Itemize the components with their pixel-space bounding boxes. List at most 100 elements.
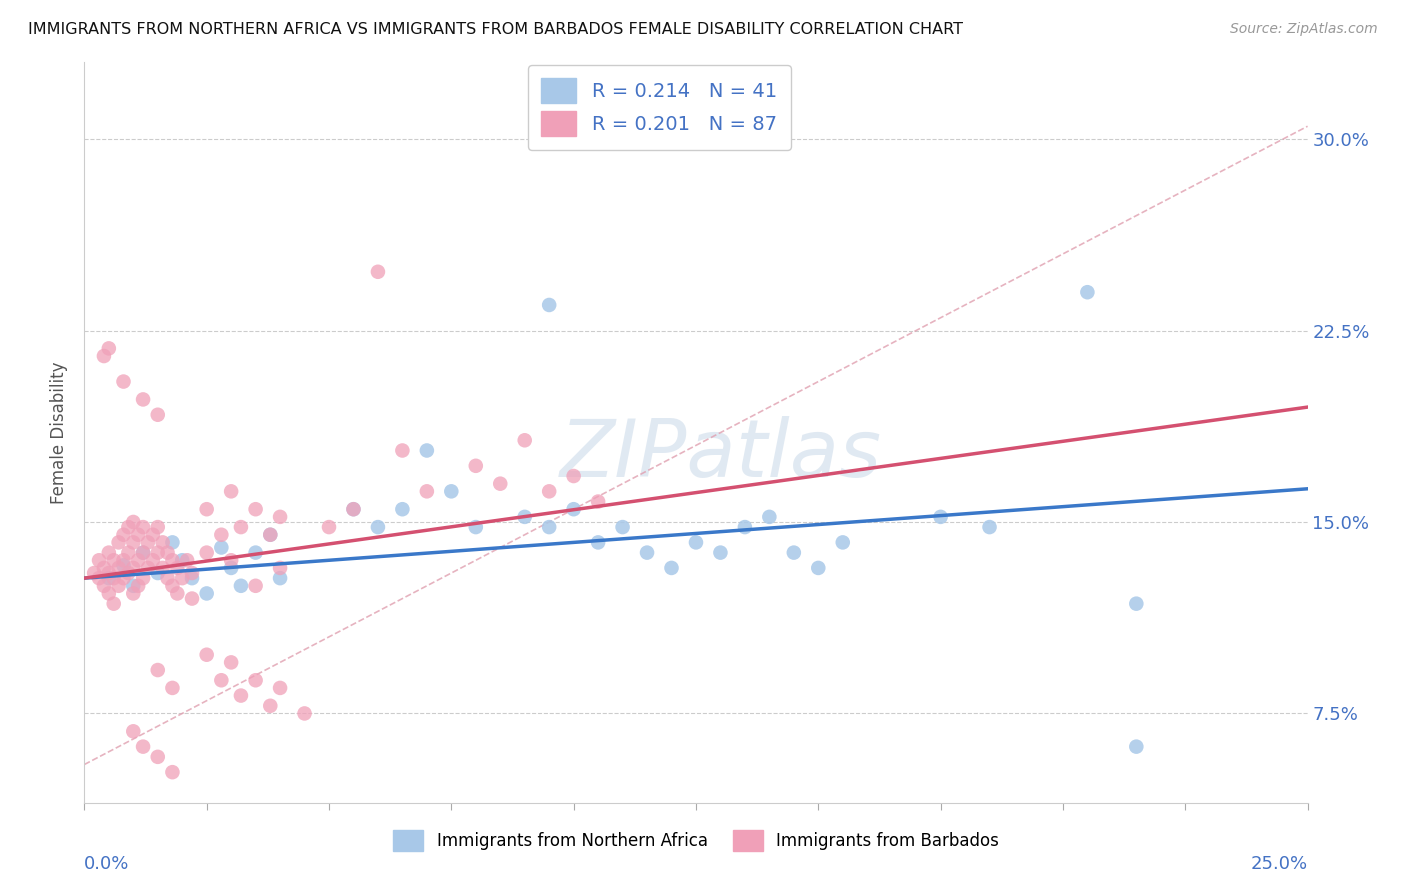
Point — [685, 535, 707, 549]
Point — [979, 520, 1001, 534]
Point — [367, 265, 389, 279]
Point — [245, 502, 267, 516]
Point — [391, 502, 413, 516]
Point — [107, 561, 129, 575]
Point — [342, 502, 364, 516]
Point — [107, 535, 129, 549]
Point — [612, 520, 634, 534]
Point — [294, 706, 316, 721]
Point — [209, 541, 232, 555]
Text: Source: ZipAtlas.com: Source: ZipAtlas.com — [1230, 22, 1378, 37]
Text: 25.0%: 25.0% — [1250, 855, 1308, 872]
Point — [195, 648, 218, 662]
Point — [1125, 739, 1147, 754]
Point — [807, 561, 830, 575]
Point — [269, 681, 291, 695]
Point — [166, 561, 188, 575]
Point — [97, 546, 120, 560]
Point — [117, 520, 139, 534]
Point — [132, 546, 155, 560]
Point — [87, 553, 110, 567]
Point — [229, 579, 252, 593]
Point — [132, 520, 155, 534]
Point — [97, 566, 120, 580]
Point — [219, 656, 242, 670]
Point — [181, 591, 204, 606]
Point — [245, 673, 267, 688]
Point — [146, 520, 169, 534]
Point — [219, 553, 242, 567]
Point — [136, 535, 159, 549]
Point — [162, 765, 184, 780]
Point — [112, 571, 135, 585]
Point — [176, 553, 198, 567]
Point — [97, 342, 120, 356]
Point — [142, 527, 165, 541]
Point — [929, 509, 952, 524]
Point — [416, 484, 439, 499]
Point — [195, 546, 218, 560]
Point — [166, 586, 188, 600]
Point — [440, 484, 463, 499]
Point — [195, 586, 218, 600]
Point — [367, 520, 389, 534]
Point — [172, 571, 194, 585]
Point — [259, 698, 281, 713]
Point — [117, 566, 139, 580]
Point — [709, 546, 731, 560]
Point — [122, 586, 145, 600]
Point — [152, 535, 174, 549]
Point — [132, 739, 155, 754]
Point — [172, 553, 194, 567]
Point — [259, 527, 281, 541]
Point — [122, 535, 145, 549]
Point — [83, 566, 105, 580]
Point — [636, 546, 658, 560]
Point — [112, 553, 135, 567]
Point — [219, 561, 242, 575]
Point — [132, 571, 155, 585]
Text: IMMIGRANTS FROM NORTHERN AFRICA VS IMMIGRANTS FROM BARBADOS FEMALE DISABILITY CO: IMMIGRANTS FROM NORTHERN AFRICA VS IMMIG… — [28, 22, 963, 37]
Point — [122, 561, 145, 575]
Point — [513, 509, 536, 524]
Point — [156, 546, 179, 560]
Point — [245, 546, 267, 560]
Point — [132, 392, 155, 407]
Point — [464, 458, 486, 473]
Point — [1125, 597, 1147, 611]
Point — [416, 443, 439, 458]
Point — [342, 502, 364, 516]
Point — [97, 586, 120, 600]
Point — [103, 571, 125, 585]
Legend: Immigrants from Northern Africa, Immigrants from Barbados: Immigrants from Northern Africa, Immigra… — [384, 820, 1008, 861]
Point — [269, 509, 291, 524]
Point — [783, 546, 806, 560]
Point — [209, 673, 232, 688]
Text: 0.0%: 0.0% — [84, 855, 129, 872]
Point — [318, 520, 340, 534]
Point — [97, 571, 120, 585]
Point — [93, 349, 115, 363]
Point — [562, 469, 585, 483]
Point — [146, 566, 169, 580]
Point — [162, 535, 184, 549]
Point — [146, 408, 169, 422]
Point — [269, 571, 291, 585]
Point — [1076, 285, 1098, 300]
Point — [209, 527, 232, 541]
Point — [93, 579, 115, 593]
Point — [229, 689, 252, 703]
Point — [93, 561, 115, 575]
Point — [538, 520, 561, 534]
Point — [245, 579, 267, 593]
Point — [831, 535, 853, 549]
Point — [181, 571, 204, 585]
Text: ZIPatlas: ZIPatlas — [560, 416, 882, 494]
Point — [734, 520, 756, 534]
Point — [391, 443, 413, 458]
Point — [562, 502, 585, 516]
Point — [513, 434, 536, 448]
Point — [538, 484, 561, 499]
Point — [162, 681, 184, 695]
Point — [181, 566, 204, 580]
